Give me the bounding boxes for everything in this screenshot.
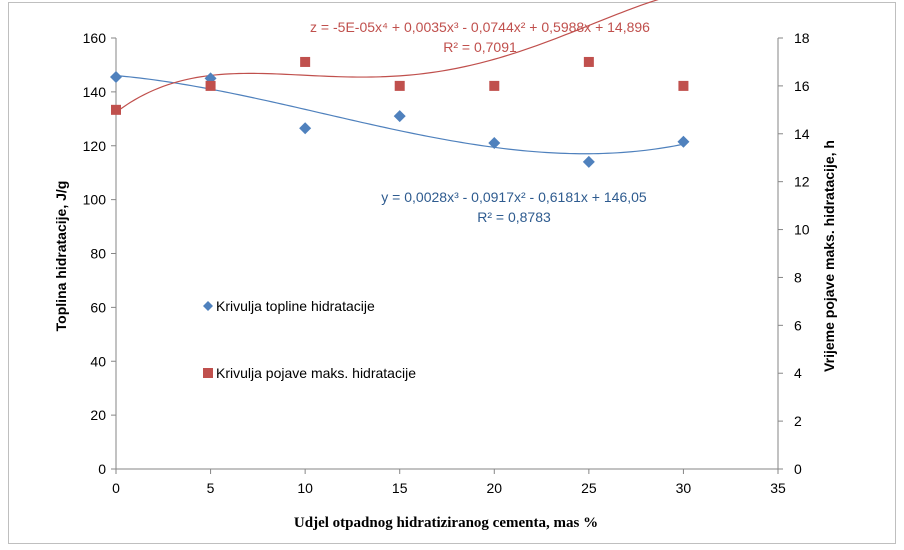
y-tick-label: 160 — [83, 30, 107, 46]
data-point-time — [300, 56, 311, 67]
y2-tick-label: 6 — [794, 317, 802, 333]
x-axis-title: Udjel otpadnog hidratiziranog cementa, m… — [294, 515, 598, 531]
y-tick-label: 20 — [90, 407, 106, 423]
y2-axis-title: Vrijeme pojave maks. hidratacije, h — [821, 140, 837, 372]
trend-r2-time: R² = 0,7091 — [443, 39, 517, 55]
y-tick-label: 60 — [90, 299, 106, 315]
data-point-heat — [488, 137, 501, 150]
y2-tick-label: 8 — [794, 269, 802, 285]
y2-tick-label: 16 — [794, 78, 810, 94]
data-point-time — [111, 104, 121, 115]
data-point-heat — [393, 110, 406, 123]
y2-tick-label: 10 — [794, 222, 810, 238]
y-tick-label: 120 — [83, 138, 107, 154]
x-tick-label: 15 — [392, 480, 408, 496]
data-point-heat — [677, 135, 690, 148]
data-point-time — [583, 56, 594, 67]
trend-equation-time: z = -5E-05x⁴ + 0,0035x³ - 0,0744x² + 0,5… — [310, 19, 650, 35]
y2-tick-label: 14 — [794, 126, 810, 142]
tick-labels: 0 5 10 15 20 25 30 35 0 20 40 60 80 100 120 140 160 0 2 4 6 8… — [83, 30, 810, 496]
y-tick-label: 100 — [83, 192, 107, 208]
data-point-time — [678, 80, 689, 91]
data-point-heat — [582, 155, 595, 168]
y2-tick-label: 2 — [794, 413, 802, 429]
y-tick-label: 140 — [83, 84, 107, 100]
trend-equation-heat: y = 0,0028x³ - 0,0917x² - 0,6181x + 146,… — [381, 189, 647, 205]
x-tick-label: 10 — [297, 480, 313, 496]
legend-label-heat: Krivulja topline hidratacije — [216, 298, 375, 314]
y2-tick-label: 0 — [794, 461, 802, 477]
data-point-time — [205, 80, 216, 91]
legend-marker-time — [203, 368, 213, 378]
legend-label-time: Krivulja pojave maks. hidratacije — [216, 365, 416, 381]
y-axis-title: Toplina hidratacije, J/g — [53, 181, 69, 332]
data-point-time — [489, 80, 500, 91]
data-point-time — [394, 80, 405, 91]
y2-tick-label: 12 — [794, 174, 810, 190]
y2-tick-label: 18 — [794, 30, 810, 46]
data-point-heat — [110, 71, 122, 84]
data-points — [110, 56, 690, 168]
trendline-time — [115, 0, 659, 113]
x-tick-label: 0 — [112, 480, 120, 496]
axes — [111, 37, 783, 474]
y-tick-label: 80 — [90, 246, 106, 262]
y2-tick-label: 4 — [794, 365, 802, 381]
data-point-heat — [299, 122, 312, 135]
y-tick-label: 40 — [90, 353, 106, 369]
legend: Krivulja topline hidratacije Krivulja po… — [203, 298, 416, 381]
legend-marker-heat — [203, 301, 213, 311]
x-tick-label: 30 — [676, 480, 692, 496]
x-tick-label: 25 — [581, 480, 597, 496]
y-tick-label: 0 — [98, 461, 106, 477]
chart-frame — [8, 2, 896, 544]
x-tick-label: 20 — [486, 480, 502, 496]
x-tick-label: 5 — [207, 480, 215, 496]
x-tick-label: 35 — [770, 480, 786, 496]
trend-r2-heat: R² = 0,8783 — [477, 209, 551, 225]
